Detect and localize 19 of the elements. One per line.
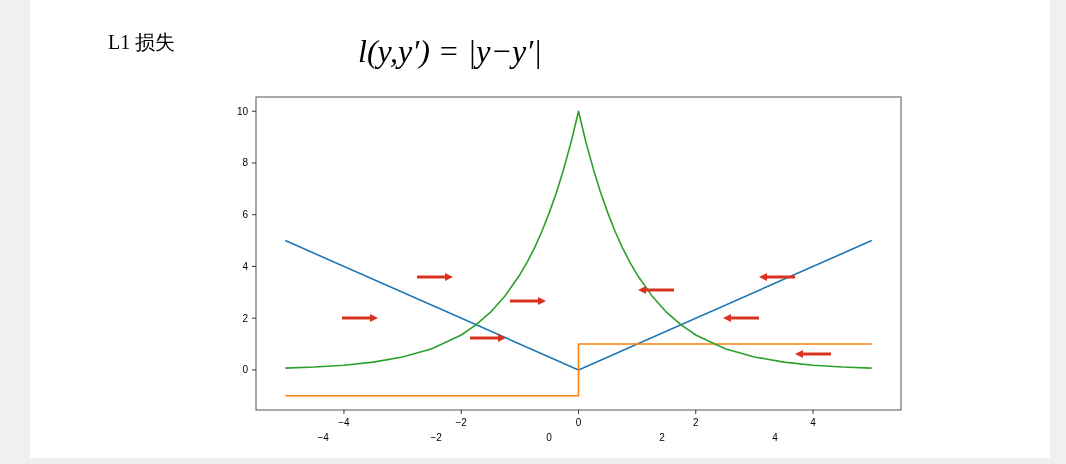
x-tick-label: 4 (810, 417, 817, 428)
x-tick-label: −2 (455, 417, 468, 428)
chart-title: L1 损失 (108, 31, 176, 53)
y-tick-label: 6 (242, 209, 249, 221)
x2-tick-label: 2 (659, 432, 666, 443)
y-tick-label: 4 (242, 260, 249, 272)
x2-tick-label: 4 (772, 432, 779, 443)
chart-subtitle: l(y,y′) = |y−y′| (357, 33, 543, 69)
x-tick-label: 0 (575, 417, 582, 428)
x-tick-label: 2 (692, 417, 699, 428)
y-tick-label: 10 (236, 105, 249, 117)
y-tick-label: 0 (242, 364, 249, 376)
x2-tick-label: −4 (317, 432, 330, 443)
y-tick-label: 8 (242, 157, 249, 169)
x2-tick-label: 0 (546, 432, 553, 443)
y-tick-label: 2 (242, 312, 249, 324)
line-series (284, 110, 873, 369)
x-tick-label: −4 (338, 417, 351, 428)
x2-tick-label: −2 (430, 432, 443, 443)
